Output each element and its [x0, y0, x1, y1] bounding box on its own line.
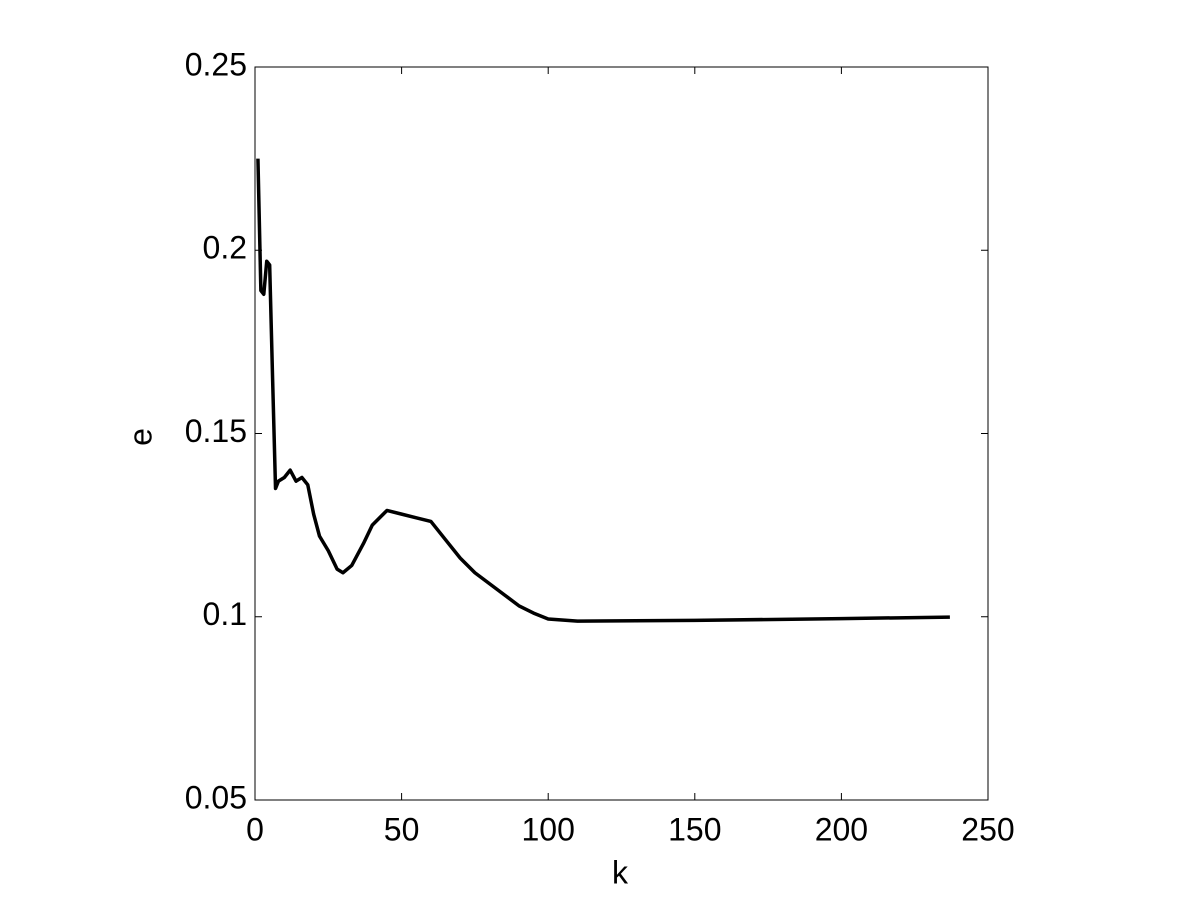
x-tick-label: 0 [246, 811, 264, 847]
y-tick-label: 0.2 [203, 230, 247, 266]
y-tick-label: 0.05 [185, 779, 247, 815]
x-axis-label: k [612, 854, 629, 890]
x-tick-label: 200 [815, 811, 868, 847]
x-tick-label: 100 [522, 811, 575, 847]
x-tick-label: 150 [668, 811, 721, 847]
y-tick-label: 0.1 [203, 596, 247, 632]
x-tick-label: 50 [384, 811, 420, 847]
x-tick-label: 250 [961, 811, 1014, 847]
plot-frame [254, 66, 989, 801]
y-tick-label: 0.25 [185, 46, 247, 82]
y-tick-label: 0.15 [185, 413, 247, 449]
y-axis-label: e [122, 428, 158, 446]
data-line [256, 158, 950, 623]
